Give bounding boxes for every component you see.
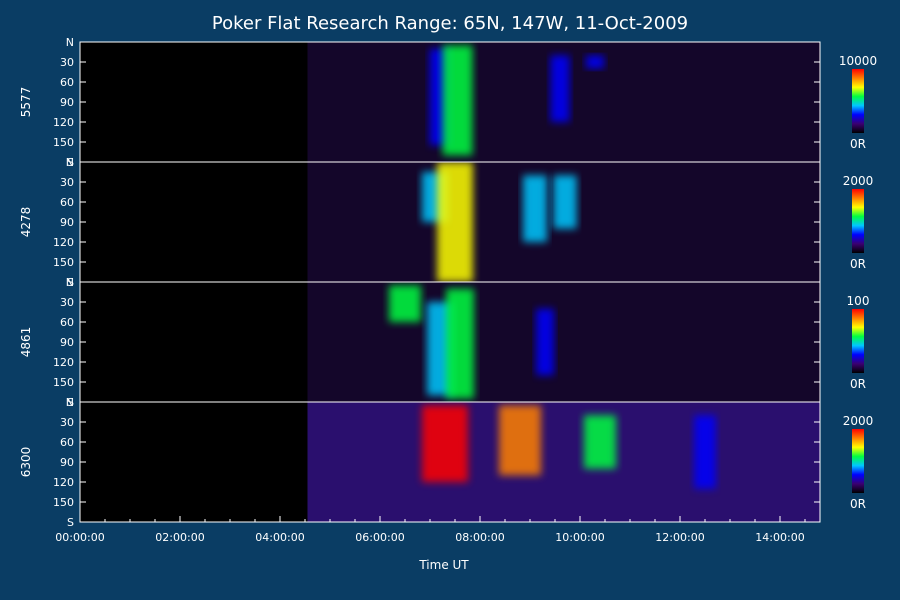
- y-tick-label: 90: [60, 456, 74, 469]
- colorbar-gradient: [852, 69, 864, 133]
- x-tick-label: 00:00:00: [55, 531, 104, 544]
- x-tick-label: 02:00:00: [155, 531, 204, 544]
- emission-feature: [523, 175, 547, 242]
- x-tick-label: 14:00:00: [755, 531, 804, 544]
- colorbar-min-label: 0R: [850, 137, 866, 151]
- colorbar-gradient: [852, 189, 864, 253]
- colorbar-max-label: 2000: [843, 414, 874, 428]
- data-region: [307, 282, 820, 402]
- colorbars: 10000 0R 2000 0R 100 0R 2000 0R: [839, 54, 877, 511]
- emission-feature: [550, 55, 570, 123]
- y-tick-label: 120: [53, 356, 74, 369]
- emission-feature: [586, 55, 604, 69]
- x-tick-label: 12:00:00: [655, 531, 704, 544]
- emission-feature: [437, 162, 473, 282]
- y-tick-label: 150: [53, 256, 74, 269]
- y-tick-label: 60: [60, 436, 74, 449]
- colorbar-gradient: [852, 429, 864, 493]
- y-tick-label: 60: [60, 76, 74, 89]
- y-tick-label: 120: [53, 116, 74, 129]
- y-tick-label: 30: [60, 416, 74, 429]
- colorbar-max-label: 100: [847, 294, 870, 308]
- y-tick-label: N: [66, 156, 74, 169]
- x-axis: 00:00:00 02:00:00 04:00:00 06:00:00 08:00:00…: [55, 516, 806, 544]
- y-tick-label: 90: [60, 336, 74, 349]
- colorbar-min-label: 0R: [850, 377, 866, 391]
- emission-feature: [446, 288, 474, 399]
- colorbar-min-label: 0R: [850, 497, 866, 511]
- y-tick-label: 150: [53, 496, 74, 509]
- panel-4278: N 30 60 90 120 150 S 4278: [19, 156, 821, 289]
- y-tick-label: S: [67, 516, 74, 529]
- y-tick-label: 90: [60, 96, 74, 109]
- panel-5577: N 30 60 90 120 150 S 5577: [19, 36, 821, 169]
- emission-feature: [389, 285, 421, 322]
- y-tick-label: S: [67, 396, 74, 409]
- y-tick-label: 60: [60, 316, 74, 329]
- chart-title: Poker Flat Research Range: 65N, 147W, 11…: [212, 13, 688, 34]
- y-tick-label: N: [66, 396, 74, 409]
- colorbar-6300: 2000 0R: [843, 414, 874, 511]
- colorbar-4861: 100 0R: [847, 294, 870, 391]
- colorbar-4278: 2000 0R: [843, 174, 874, 271]
- colorbar-5577: 10000 0R: [839, 54, 877, 151]
- y-tick-label: 30: [60, 56, 74, 69]
- y-tick-label: 30: [60, 296, 74, 309]
- panel-4861: N 30 60 90 120 150 S 4861: [19, 276, 821, 409]
- emission-feature: [499, 405, 541, 476]
- y-tick-label: N: [66, 36, 74, 49]
- y-tick-label: 150: [53, 136, 74, 149]
- emission-feature: [694, 415, 716, 489]
- colorbar-min-label: 0R: [850, 257, 866, 271]
- x-axis-label: Time UT: [418, 558, 469, 572]
- y-tick-label: N: [66, 276, 74, 289]
- keogram-panels: N 30 60 90 120 150 S 5577 N 30 60 90 120 150 S 4278 N 30 6…: [19, 36, 821, 529]
- x-tick-label: 06:00:00: [355, 531, 404, 544]
- emission-feature: [536, 308, 554, 376]
- panel-wavelength-label: 6300: [19, 447, 33, 478]
- y-tick-label: S: [67, 156, 74, 169]
- y-tick-label: S: [67, 276, 74, 289]
- x-tick-label: 08:00:00: [455, 531, 504, 544]
- y-tick-label: 150: [53, 376, 74, 389]
- y-tick-label: 30: [60, 176, 74, 189]
- y-tick-label: 120: [53, 476, 74, 489]
- x-tick-label: 10:00:00: [555, 531, 604, 544]
- data-region: [307, 402, 820, 522]
- colorbar-max-label: 2000: [843, 174, 874, 188]
- y-tick-label: 90: [60, 216, 74, 229]
- emission-feature: [442, 45, 473, 156]
- y-tick-label: 60: [60, 196, 74, 209]
- panel-wavelength-label: 4861: [19, 327, 33, 358]
- x-tick-label: 04:00:00: [255, 531, 304, 544]
- panel-wavelength-label: 5577: [19, 87, 33, 118]
- colorbar-gradient: [852, 309, 864, 373]
- emission-feature: [553, 175, 577, 229]
- panel-wavelength-label: 4278: [19, 207, 33, 238]
- panel-6300: N 30 60 90 120 150 S 6300: [19, 396, 821, 529]
- emission-feature: [584, 415, 616, 469]
- colorbar-max-label: 10000: [839, 54, 877, 68]
- emission-feature: [422, 405, 468, 482]
- y-tick-label: 120: [53, 236, 74, 249]
